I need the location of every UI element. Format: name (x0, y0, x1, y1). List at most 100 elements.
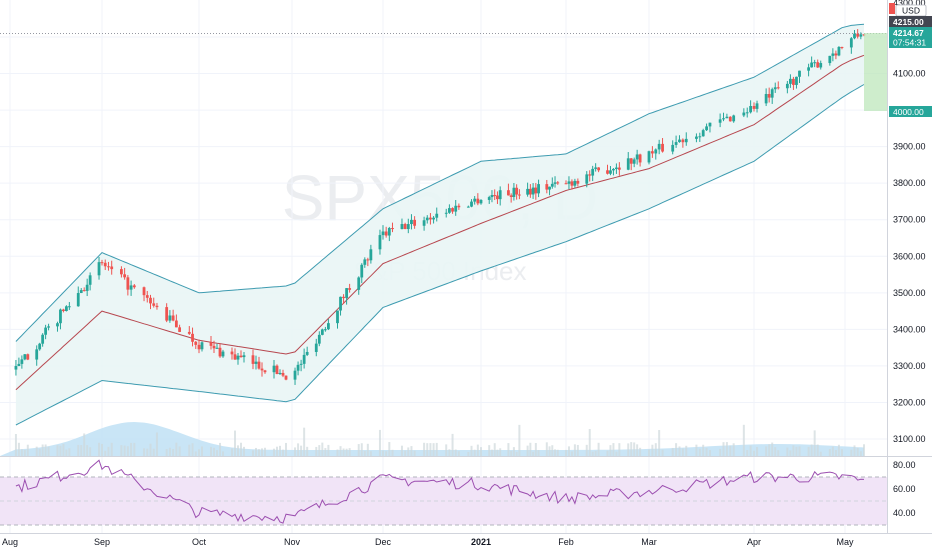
basis-line (15, 54, 865, 391)
volume-bar (588, 429, 591, 456)
volume-bar (681, 448, 684, 456)
volume-bar (850, 449, 853, 456)
volume-bar (255, 447, 257, 456)
time-tick: 2021 (471, 537, 491, 547)
candle (239, 350, 243, 358)
candle-body (617, 167, 621, 170)
volume-bar (26, 444, 29, 456)
candle-body (422, 220, 426, 226)
volume-area (0, 422, 865, 456)
candle-body (585, 174, 589, 184)
candle-body (142, 287, 146, 296)
volume-bar (155, 432, 158, 456)
candle (476, 193, 480, 206)
price-tick: 4100.00 (893, 69, 926, 79)
candle-body (369, 249, 373, 261)
candle (828, 55, 832, 66)
candle (635, 149, 639, 165)
candle (588, 170, 592, 182)
candle-body (853, 33, 856, 39)
price-tick: 3300.00 (893, 361, 926, 371)
candle-body (410, 219, 413, 225)
volume-bar (191, 443, 194, 456)
candle (272, 359, 276, 379)
candle-body (792, 78, 795, 85)
candle-body (35, 349, 39, 360)
volume-bar (795, 446, 798, 456)
target-price-tag (889, 106, 932, 117)
volume-bar (594, 450, 597, 456)
volume-bar (470, 445, 473, 456)
volume-bar (348, 448, 351, 456)
volume-bar (59, 445, 62, 456)
time-tick: Nov (284, 537, 301, 547)
candle-body (284, 375, 288, 380)
candle-body (591, 168, 595, 176)
volume-bar (813, 430, 816, 456)
candle-body (342, 296, 345, 299)
volume-bar (512, 447, 515, 456)
volume-bar (834, 449, 837, 456)
candle (155, 302, 159, 310)
candle-body (567, 181, 571, 184)
candle-body (200, 342, 204, 350)
candle-body (278, 372, 282, 375)
candle (120, 266, 123, 278)
volume-bar (101, 443, 103, 456)
candle-body (840, 46, 844, 48)
candle (425, 215, 429, 224)
time-tick: Dec (375, 537, 392, 547)
bar-countdown: 07:54:31 (893, 38, 926, 48)
candle-body (378, 235, 382, 250)
price-tick: 3400.00 (893, 324, 926, 334)
volume-bar (366, 443, 369, 456)
candle-body (314, 343, 318, 352)
candle-body (149, 297, 152, 304)
candle-body (752, 105, 756, 109)
candle (617, 162, 621, 176)
price-axis[interactable]: 4100.00 3900.00 3800.00 3700.00 3600.00 3500.… (893, 69, 926, 444)
volume-bar (705, 447, 708, 456)
candle-body (447, 208, 451, 213)
candle-body (323, 329, 327, 331)
candle-body (339, 296, 342, 311)
candle-body (553, 182, 557, 184)
candle-body (215, 347, 219, 349)
measure-range[interactable] (864, 33, 887, 111)
candle-body (789, 78, 792, 84)
candle-body (470, 201, 473, 207)
target-price-value: 4000.00 (893, 107, 924, 117)
time-axis[interactable]: Aug Sep Oct Nov Dec 2021 Feb Mar Apr May (2, 537, 854, 547)
candle (378, 229, 382, 255)
candle-body (671, 144, 675, 152)
candle (528, 184, 532, 198)
currency-label: USD (902, 6, 920, 16)
volume-bar (294, 447, 297, 456)
candle (174, 314, 178, 328)
candle-body (718, 119, 722, 123)
volume-bar (729, 445, 732, 456)
candle-body (296, 364, 300, 371)
candle (550, 177, 554, 189)
volume-bar (493, 443, 496, 456)
candle (293, 367, 297, 385)
volume-bar (591, 451, 594, 456)
volume-bar (388, 442, 391, 456)
candle-body (174, 320, 178, 328)
rsi-pane (0, 459, 887, 526)
candle-body (732, 115, 736, 122)
candle (567, 176, 571, 190)
candle-body (479, 199, 483, 204)
volume-bar (41, 444, 44, 456)
candle-body (457, 205, 461, 208)
candle (168, 310, 172, 323)
candle-body (432, 217, 435, 220)
candle (435, 207, 439, 222)
candle-body (534, 187, 538, 194)
volume-bar (327, 444, 330, 456)
candle (545, 179, 549, 194)
candle-body (88, 275, 92, 285)
volume-bar (178, 446, 181, 456)
volume-bar (435, 442, 438, 456)
